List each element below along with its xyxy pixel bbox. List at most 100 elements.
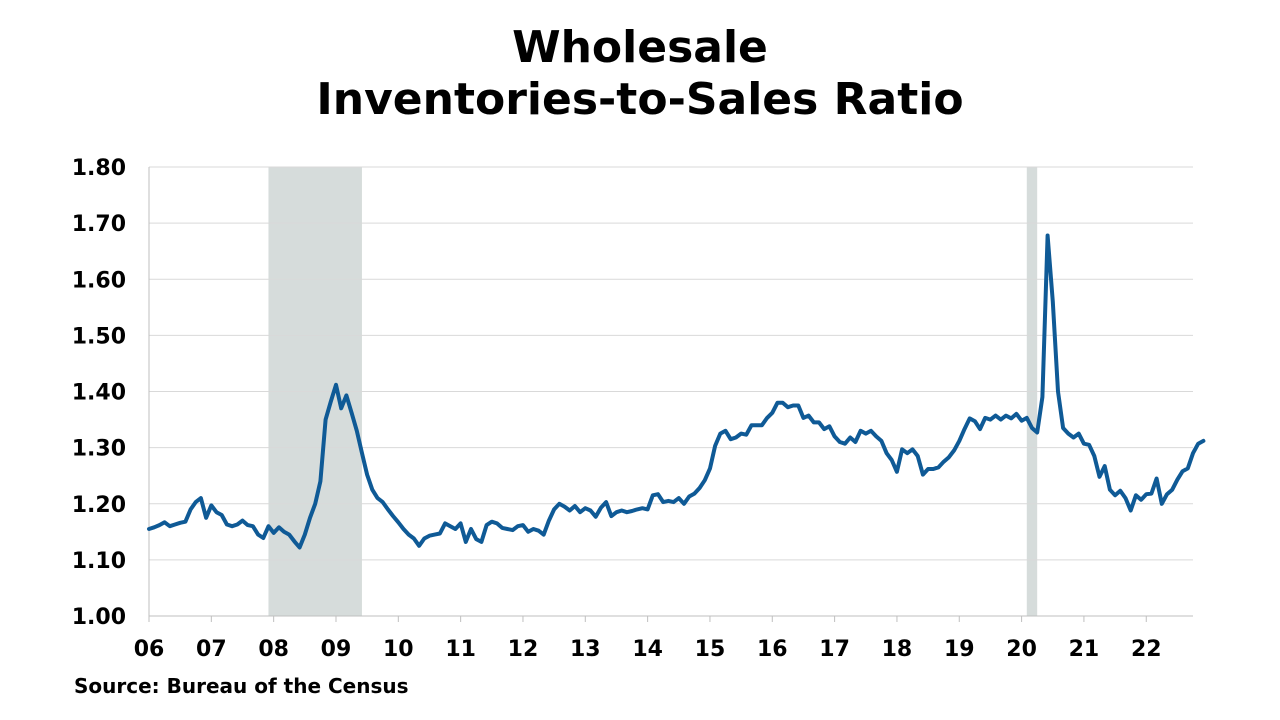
data-point bbox=[662, 501, 664, 503]
data-point bbox=[1067, 433, 1069, 435]
data-point bbox=[953, 449, 955, 451]
data-point bbox=[361, 452, 363, 454]
data-point bbox=[423, 537, 425, 540]
data-point bbox=[200, 497, 202, 499]
data-point bbox=[371, 489, 373, 491]
data-point bbox=[304, 534, 306, 536]
chart-title: Wholesale Inventories-to-Sales Ratio bbox=[0, 22, 1280, 126]
data-point bbox=[787, 406, 789, 408]
data-point bbox=[506, 528, 508, 530]
y-tick-label: 1.30 bbox=[72, 437, 126, 462]
gridlines-group bbox=[149, 166, 1193, 561]
data-point bbox=[989, 419, 992, 421]
data-point bbox=[808, 415, 810, 417]
data-point bbox=[917, 455, 919, 457]
data-point bbox=[984, 417, 986, 419]
y-tick-label: 1.80 bbox=[72, 156, 126, 181]
data-point bbox=[1130, 509, 1132, 512]
y-tick-label: 1.20 bbox=[72, 493, 126, 518]
data-point bbox=[1171, 489, 1173, 491]
data-point bbox=[439, 532, 441, 535]
data-point bbox=[475, 538, 477, 540]
data-point bbox=[491, 521, 493, 523]
data-point bbox=[771, 412, 773, 414]
data-point bbox=[834, 435, 836, 437]
data-point bbox=[1088, 444, 1090, 446]
data-point bbox=[1187, 467, 1189, 469]
data-point bbox=[1078, 433, 1080, 435]
y-tick-label: 1.40 bbox=[72, 381, 126, 406]
x-tick-label: 19 bbox=[944, 637, 975, 662]
data-point bbox=[293, 540, 295, 543]
data-point bbox=[714, 445, 716, 447]
data-point bbox=[553, 508, 555, 510]
x-tick-label: 06 bbox=[134, 637, 165, 662]
y-tick-labels-group: 1.00 1.10 1.20 1.30 1.40 1.50 1.60 1.70 1.80 bbox=[72, 156, 126, 630]
data-point bbox=[865, 433, 867, 435]
data-point bbox=[205, 517, 207, 519]
axes-group bbox=[148, 167, 1193, 622]
data-point bbox=[1192, 452, 1194, 454]
data-point bbox=[376, 497, 379, 499]
data-point bbox=[486, 524, 488, 526]
data-point bbox=[1135, 494, 1137, 496]
x-tick-label: 16 bbox=[757, 637, 788, 662]
data-point bbox=[1124, 497, 1127, 499]
ratio-series-line bbox=[147, 233, 1206, 550]
data-point bbox=[958, 440, 960, 442]
data-point bbox=[511, 529, 514, 531]
data-point bbox=[719, 433, 721, 435]
x-tick-label: 22 bbox=[1131, 637, 1162, 662]
data-point bbox=[802, 417, 805, 419]
data-point bbox=[943, 461, 945, 463]
data-point bbox=[766, 417, 768, 419]
data-point bbox=[1098, 476, 1101, 478]
data-point bbox=[875, 435, 877, 437]
data-point bbox=[1202, 440, 1204, 442]
data-point bbox=[709, 467, 711, 469]
data-point bbox=[153, 526, 155, 528]
data-point bbox=[184, 521, 186, 523]
data-point bbox=[356, 430, 358, 432]
data-point bbox=[1047, 234, 1049, 237]
data-point bbox=[257, 534, 259, 536]
data-point bbox=[1005, 415, 1007, 417]
data-point bbox=[652, 494, 654, 496]
x-tick-label: 07 bbox=[196, 637, 227, 662]
data-point bbox=[631, 510, 633, 512]
data-point bbox=[673, 501, 675, 503]
data-point bbox=[657, 493, 659, 495]
data-point bbox=[460, 522, 462, 525]
x-tick-label: 13 bbox=[570, 637, 601, 662]
data-point bbox=[579, 511, 581, 513]
data-point bbox=[860, 430, 862, 432]
data-point bbox=[569, 509, 571, 512]
data-point bbox=[288, 534, 290, 536]
data-point bbox=[330, 401, 332, 403]
data-point bbox=[538, 530, 540, 532]
data-point bbox=[563, 506, 566, 508]
data-point bbox=[496, 522, 498, 525]
chart-title-line-1: Wholesale bbox=[512, 22, 768, 73]
data-point bbox=[1150, 493, 1152, 495]
data-point bbox=[236, 523, 238, 526]
data-point bbox=[776, 402, 779, 404]
data-point bbox=[1145, 493, 1147, 495]
data-point bbox=[683, 503, 685, 505]
data-point bbox=[906, 452, 908, 454]
data-point bbox=[210, 504, 212, 506]
data-point bbox=[444, 522, 446, 525]
data-point bbox=[1026, 417, 1028, 419]
data-point bbox=[325, 419, 327, 421]
data-point bbox=[179, 522, 181, 524]
data-point bbox=[273, 532, 275, 534]
data-point bbox=[584, 507, 586, 509]
data-point bbox=[1036, 431, 1038, 434]
x-tick-label: 08 bbox=[258, 637, 289, 662]
data-point bbox=[595, 516, 597, 518]
y-tick-label: 1.10 bbox=[72, 549, 126, 574]
data-point bbox=[600, 507, 602, 509]
data-point bbox=[1114, 494, 1116, 496]
data-point bbox=[558, 503, 560, 505]
data-point bbox=[418, 545, 420, 547]
